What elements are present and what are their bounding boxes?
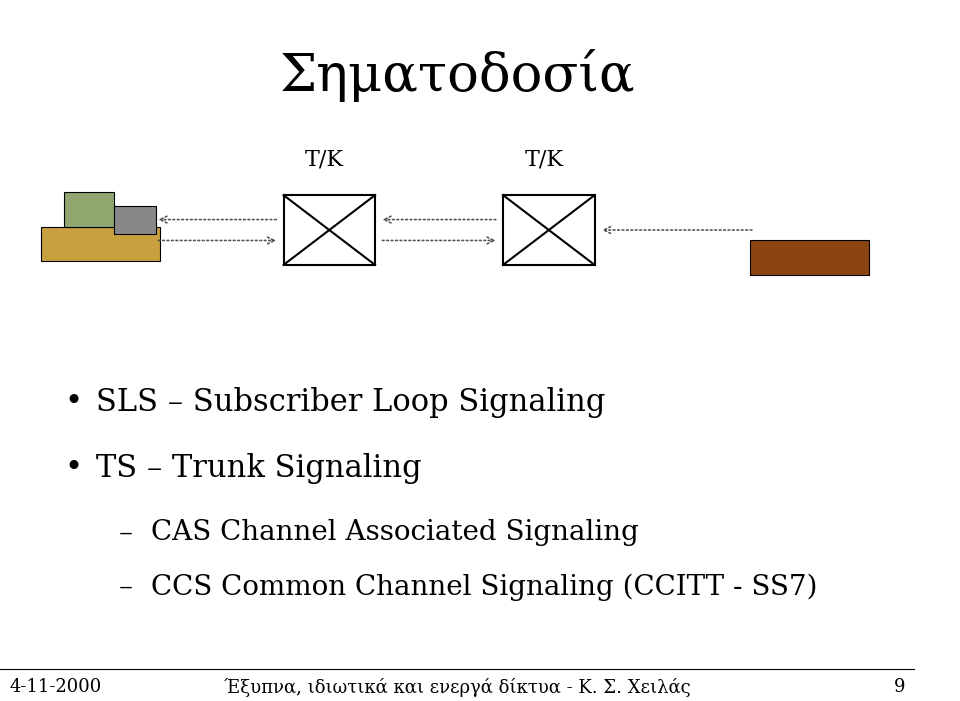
Text: SLS – Subscriber Loop Signaling: SLS – Subscriber Loop Signaling (96, 387, 606, 418)
Text: –: – (119, 573, 132, 601)
Bar (283, 195, 375, 265)
Text: –: – (119, 519, 132, 546)
Text: 4-11-2000: 4-11-2000 (10, 677, 102, 695)
Text: Σηματοδοσία: Σηματοδοσία (279, 49, 636, 102)
Polygon shape (750, 240, 869, 275)
Polygon shape (41, 226, 160, 261)
Text: TS – Trunk Signaling: TS – Trunk Signaling (96, 453, 421, 484)
Text: CCS Common Channel Signaling (CCITT - SS7): CCS Common Channel Signaling (CCITT - SS… (151, 573, 817, 601)
Text: •: • (64, 387, 83, 416)
Text: 9: 9 (894, 677, 905, 695)
Polygon shape (114, 205, 156, 233)
Text: T/K: T/K (305, 149, 345, 171)
Text: Έξυπνα, ιδιωτικά και ενεργά δίκτυα - Κ. Σ. Χειλάς: Έξυπνα, ιδιωτικά και ενεργά δίκτυα - Κ. … (224, 677, 691, 697)
Text: CAS Channel Associated Signaling: CAS Channel Associated Signaling (151, 519, 638, 546)
Polygon shape (64, 191, 114, 226)
Text: T/K: T/K (525, 149, 564, 171)
Bar (503, 195, 594, 265)
Text: •: • (64, 453, 83, 482)
